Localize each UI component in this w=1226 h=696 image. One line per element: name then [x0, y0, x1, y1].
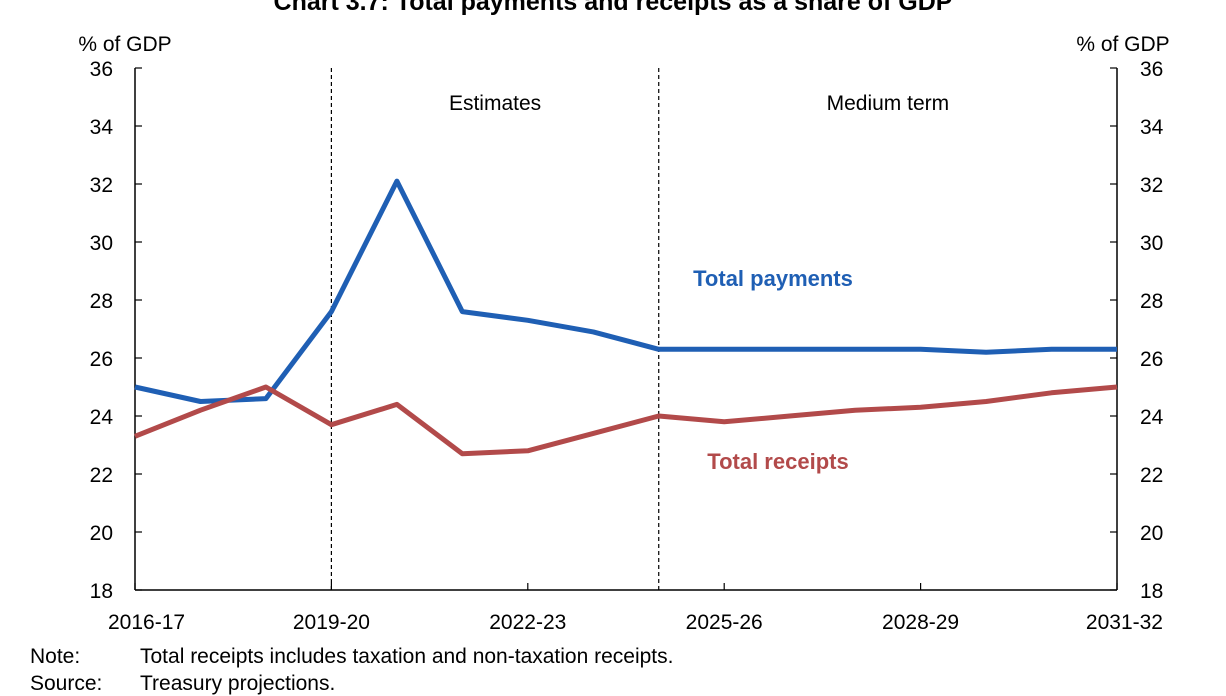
y-tick-label-left: 18 [90, 580, 113, 603]
y-axis-label-right: % of GDP [1076, 33, 1169, 56]
source-row: Source: Treasury projections. [30, 672, 335, 696]
note-text: Total receipts includes taxation and non… [140, 645, 674, 668]
x-tick-label: 2031-32 [1086, 611, 1163, 634]
y-tick-label-right: 26 [1140, 348, 1163, 371]
source-label: Source: [30, 672, 103, 695]
region-label: Estimates [449, 92, 541, 115]
y-tick-label-left: 24 [90, 406, 114, 429]
y-tick-label-left: 36 [90, 58, 113, 81]
y-axis-label-left: % of GDP [78, 33, 171, 56]
x-tick-label: 2022-23 [489, 611, 566, 634]
note-label: Note: [30, 645, 81, 668]
series-line-total-receipts [134, 384, 1118, 457]
y-tick-label-left: 32 [90, 174, 113, 197]
note-row: Note: Total receipts includes taxation an… [30, 645, 673, 669]
y-tick-label-left: 20 [90, 522, 113, 545]
series-label-total-payments: Total payments [693, 266, 853, 291]
y-tick-label-right: 30 [1140, 232, 1163, 255]
x-tick-label: 2028-29 [882, 611, 959, 634]
y-tick-label-left: 26 [90, 348, 113, 371]
region-label: Medium term [827, 92, 950, 115]
x-tick-label: 2025-26 [686, 611, 763, 634]
y-tick-label-right: 36 [1140, 58, 1163, 81]
y-tick-label-right: 22 [1140, 464, 1163, 487]
y-tick-label-left: 34 [90, 116, 114, 139]
y-tick-label-left: 22 [90, 464, 113, 487]
x-tick-label: 2019-20 [293, 611, 370, 634]
region-dividers: Estimates Medium term [330, 68, 950, 590]
x-tick-label: 2016-17 [108, 611, 185, 634]
y-tick-label-right: 18 [1140, 580, 1163, 603]
series-label-total-receipts: Total receipts [707, 449, 848, 474]
y-tick-label-right: 32 [1140, 174, 1163, 197]
series-line-total-payments [134, 178, 1117, 404]
y-tick-label-left: 28 [90, 290, 113, 313]
y-tick-label-right: 34 [1140, 116, 1164, 139]
y-tick-label-left: 30 [90, 232, 113, 255]
axes: 18 18 20 20 22 22 24 24 26 26 28 28 30 30 32 32 34 34 36 36… [90, 58, 1164, 634]
series-lines: Total payments Total receipts [134, 178, 1118, 474]
chart-title: Chart 3.7: Total payments and receipts a… [274, 0, 953, 16]
y-tick-label-right: 20 [1140, 522, 1163, 545]
y-tick-label-right: 24 [1140, 406, 1164, 429]
source-text: Treasury projections. [140, 672, 336, 695]
y-tick-label-right: 28 [1140, 290, 1163, 313]
